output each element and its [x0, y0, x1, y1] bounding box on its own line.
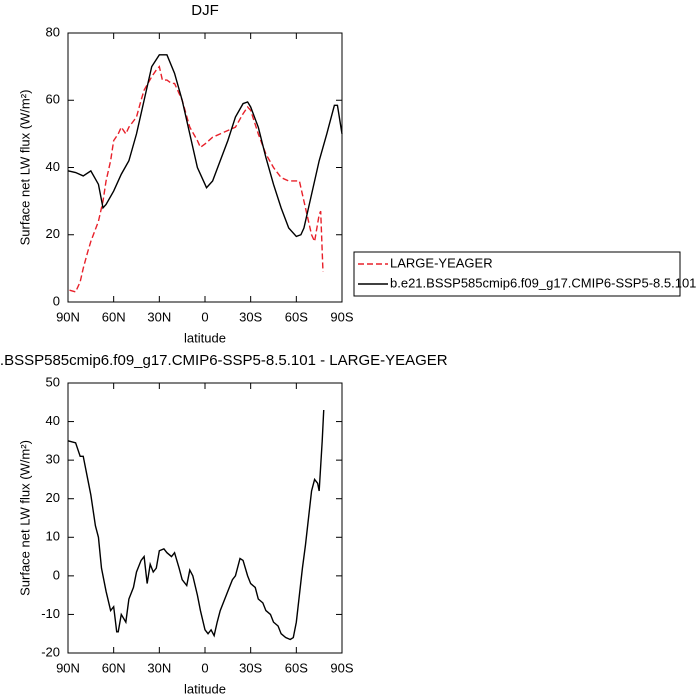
- x-tick-label: 90S: [330, 309, 353, 324]
- plot-frame: [67, 32, 343, 303]
- chart-title: DJF: [191, 2, 219, 19]
- x-tick-label: 90N: [56, 309, 80, 324]
- y-tick-label: 30: [46, 452, 60, 467]
- y-tick-label: 50: [46, 374, 60, 389]
- y-tick-label: 60: [46, 92, 60, 107]
- x-tick-label: 90N: [56, 660, 80, 675]
- plot-frame: [67, 382, 343, 654]
- y-tick-label: -10: [41, 606, 60, 621]
- y-tick-label: 20: [46, 226, 60, 241]
- y-tick-label: 10: [46, 529, 60, 544]
- x-tick-label: 60N: [102, 660, 126, 675]
- x-tick-label: 0: [201, 309, 208, 324]
- y-tick-label: 0: [53, 567, 60, 582]
- x-tick-label: 0: [201, 660, 208, 675]
- y-tick-label: 20: [46, 490, 60, 505]
- x-tick-label: 90S: [330, 660, 353, 675]
- x-tick-label: 60S: [285, 660, 308, 675]
- data-line: [67, 54, 343, 238]
- x-tick-label: 30S: [239, 660, 262, 675]
- x-axis-label: latitude: [184, 330, 226, 345]
- y-tick-label: 80: [46, 24, 60, 39]
- legend-label: b.e21.BSSP585cmip6.f09_g17.CMIP6-SSP5-8.…: [390, 275, 696, 290]
- x-tick-label: 60N: [102, 309, 126, 324]
- x-tick-label: 30N: [147, 660, 171, 675]
- y-tick-label: 0: [53, 293, 60, 308]
- x-tick-label: 60S: [285, 309, 308, 324]
- y-tick-label: 40: [46, 159, 60, 174]
- x-axis-label: latitude: [184, 681, 226, 696]
- legend-box: [353, 251, 681, 297]
- chart-title: b.e21.BSSP585cmip6.f09_g17.CMIP6-SSP5-8.…: [0, 352, 448, 369]
- y-axis-label: Surface net LW flux (W/m²): [17, 440, 32, 596]
- data-line: [69, 65, 324, 293]
- y-tick-label: -20: [41, 644, 60, 659]
- y-tick-label: 40: [46, 413, 60, 428]
- x-tick-label: 30N: [147, 309, 171, 324]
- x-tick-label: 30S: [239, 309, 262, 324]
- y-axis-label: Surface net LW flux (W/m²): [17, 90, 32, 246]
- data-line: [67, 409, 325, 641]
- legend-label: LARGE-YEAGER: [390, 255, 493, 270]
